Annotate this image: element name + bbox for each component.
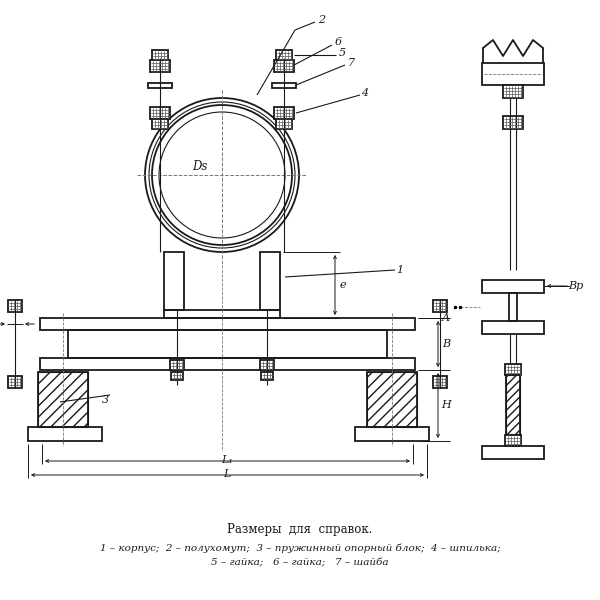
Bar [503,116,523,129]
Bar [276,50,292,60]
Text: 6: 6 [334,37,341,47]
Bar [164,252,184,310]
Text: 1 – корпус;  2 – полухомут;  3 – пружинный опорный блок;  4 – шпилька;: 1 – корпус; 2 – полухомут; 3 – пружинный… [100,543,500,553]
Bar [433,300,447,312]
Bar [355,427,429,441]
Text: L: L [223,469,230,479]
Text: L₁: L₁ [221,455,233,465]
Bar [171,372,183,380]
Text: 4: 4 [361,88,368,98]
Bar [482,321,544,334]
Bar [260,360,274,370]
Text: Ds: Ds [193,160,208,173]
Bar [40,358,415,370]
Bar [68,330,387,358]
Bar [260,252,280,310]
Bar [503,85,523,98]
Bar [150,60,170,72]
Text: Bр: Bр [568,281,584,291]
Bar [482,63,544,85]
Bar [148,83,172,88]
Bar [152,50,168,60]
Text: e: e [340,280,346,290]
Bar [8,300,22,312]
Bar [506,375,520,435]
Bar [28,427,102,441]
Bar [482,280,544,293]
Bar [506,375,520,435]
Bar [274,107,294,119]
Bar [8,376,22,388]
Bar [152,119,168,129]
Bar [150,107,170,119]
Bar [38,372,88,427]
Bar [170,360,184,370]
Text: 3: 3 [101,395,109,405]
Bar [505,364,521,375]
Bar [367,372,417,427]
Bar [40,318,415,330]
Text: 5 – гайка;   6 – гайка;   7 – шайба: 5 – гайка; 6 – гайка; 7 – шайба [211,559,389,568]
Text: 1: 1 [397,265,404,275]
Bar [164,310,280,318]
Bar [509,293,517,321]
Bar [274,60,294,72]
Text: 5: 5 [338,48,346,58]
Text: B: B [442,339,450,349]
Bar [272,83,296,88]
Text: Размеры  для  справок.: Размеры для справок. [227,523,373,536]
Bar [433,376,447,388]
Text: 2: 2 [319,15,326,25]
Text: H: H [441,400,451,410]
Bar [261,372,273,380]
Bar [505,435,521,446]
Bar [367,372,417,427]
Text: 7: 7 [347,58,355,68]
Bar [482,446,544,459]
Bar [276,119,292,129]
Text: A: A [442,313,450,323]
Bar [38,372,88,427]
